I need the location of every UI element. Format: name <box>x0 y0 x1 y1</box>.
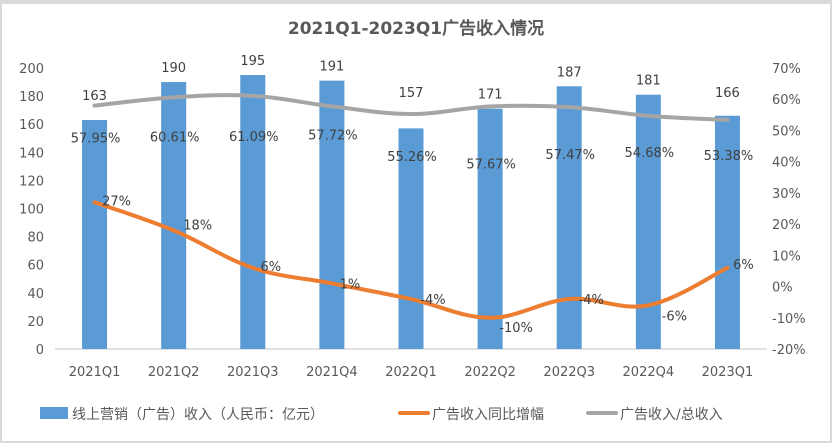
left-tick-label: 20 <box>27 315 44 330</box>
bar-2021Q1[interactable] <box>82 119 108 349</box>
ratio-value-label: 57.67% <box>466 157 516 172</box>
yoy-value-label: 6% <box>733 258 754 273</box>
left-tick-label: 160 <box>19 118 44 133</box>
ratio-value-label: 57.72% <box>308 128 358 143</box>
legend-swatch-bar <box>40 407 68 419</box>
right-tick-label: 30% <box>772 187 801 202</box>
left-tick-label: 40 <box>27 287 44 302</box>
legend-label-yoy: 广告收入同比增幅 <box>432 407 544 423</box>
ratio-value-label: 60.61% <box>150 130 200 145</box>
right-axis: -20% -10% 0% 10% 20% 30% 40% 50% 60% 70% <box>772 62 806 358</box>
yoy-value-label: 27% <box>102 194 131 209</box>
chart-frame: 2021Q1-2023Q1广告收入情况 0 20 40 60 80 100 120 140 16… <box>2 4 830 441</box>
right-tick-label: 50% <box>772 124 801 139</box>
ratio-value-label: 54.68% <box>625 146 675 161</box>
x-tick-label: 2022Q2 <box>464 365 516 380</box>
x-tick-label: 2022Q3 <box>543 365 595 380</box>
left-tick-label: 0 <box>36 343 44 358</box>
yoy-value-label: -10% <box>499 321 533 336</box>
yoy-value-label: 18% <box>183 218 212 233</box>
bar-2022Q2[interactable] <box>477 108 503 350</box>
left-tick-label: 200 <box>19 62 44 77</box>
legend-label-bar: 线上营销（广告）收入（人民币：亿元） <box>72 407 324 423</box>
legend: 线上营销（广告）收入（人民币：亿元） 广告收入同比增幅 广告收入/总收入 <box>40 407 723 423</box>
bar-2022Q4[interactable] <box>635 94 661 349</box>
right-tick-label: 10% <box>772 249 801 264</box>
bar-value-label: 191 <box>319 60 344 75</box>
combo-chart: 2021Q1-2023Q1广告收入情况 0 20 40 60 80 100 120 140 16… <box>19 18 806 423</box>
right-tick-label: 0% <box>772 281 793 296</box>
x-tick-label: 2022Q4 <box>623 365 675 380</box>
ratio-value-label: 53.38% <box>704 149 754 164</box>
ratio-value-label: 61.09% <box>229 130 279 145</box>
bar-value-label: 190 <box>161 61 186 76</box>
legend-item-ratio[interactable]: 广告收入/总收入 <box>586 407 723 423</box>
x-axis: 2021Q1 2021Q2 2021Q3 2021Q4 2022Q1 2022Q2 2022… <box>69 365 753 380</box>
bar-value-label: 195 <box>240 54 265 69</box>
x-tick-label: 2023Q1 <box>702 365 754 380</box>
x-tick-label: 2021Q3 <box>227 365 279 380</box>
left-tick-label: 120 <box>19 174 44 189</box>
x-tick-label: 2022Q1 <box>385 365 437 380</box>
left-tick-label: 180 <box>19 90 44 105</box>
bar-2022Q1[interactable] <box>398 128 424 349</box>
ratio-value-label: 57.47% <box>545 148 595 163</box>
yoy-value-label: -4% <box>579 293 604 308</box>
legend-item-bar[interactable]: 线上营销（广告）收入（人民币：亿元） <box>40 407 324 423</box>
bar-value-label: 157 <box>399 86 424 101</box>
bar-value-label: 163 <box>82 89 107 104</box>
data-labels: 163 190 195 191 157 171 187 181 166 57.95% 60.61% 6… <box>71 54 754 336</box>
right-tick-label: -20% <box>772 343 806 358</box>
ratio-value-label: 55.26% <box>387 150 437 165</box>
left-tick-label: 100 <box>19 203 44 218</box>
x-tick-label: 2021Q4 <box>306 365 358 380</box>
x-tick-label: 2021Q2 <box>148 365 200 380</box>
bar-2023Q1[interactable] <box>714 115 740 350</box>
legend-item-yoy[interactable]: 广告收入同比增幅 <box>398 407 544 423</box>
left-axis: 0 20 40 60 80 100 120 140 160 180 200 <box>19 62 44 358</box>
legend-label-ratio: 广告收入/总收入 <box>620 407 723 423</box>
right-tick-label: -10% <box>772 312 806 327</box>
bar-2021Q2[interactable] <box>161 82 187 350</box>
right-tick-label: 40% <box>772 156 801 171</box>
bar-2021Q4[interactable] <box>319 80 345 350</box>
left-tick-label: 140 <box>19 146 44 161</box>
yoy-value-label: 6% <box>260 260 281 275</box>
yoy-value-label: -6% <box>662 309 687 324</box>
yoy-value-label: 1% <box>340 277 361 292</box>
left-tick-label: 80 <box>27 231 44 246</box>
yoy-value-label: -4% <box>420 293 445 308</box>
bar-value-label: 181 <box>636 74 661 89</box>
left-tick-label: 60 <box>27 259 44 274</box>
right-tick-label: 70% <box>772 62 801 77</box>
bar-2021Q3[interactable] <box>240 75 266 350</box>
ratio-value-label: 57.95% <box>71 132 121 147</box>
x-tick-label: 2021Q1 <box>69 365 121 380</box>
bar-value-label: 171 <box>478 88 503 103</box>
chart-title: 2021Q1-2023Q1广告收入情况 <box>288 18 544 39</box>
line-series <box>92 93 730 320</box>
right-tick-label: 60% <box>772 93 801 108</box>
bar-2022Q3[interactable] <box>556 86 582 349</box>
right-tick-label: 20% <box>772 218 801 233</box>
bar-value-label: 166 <box>715 86 740 101</box>
bar-value-label: 187 <box>557 65 582 80</box>
